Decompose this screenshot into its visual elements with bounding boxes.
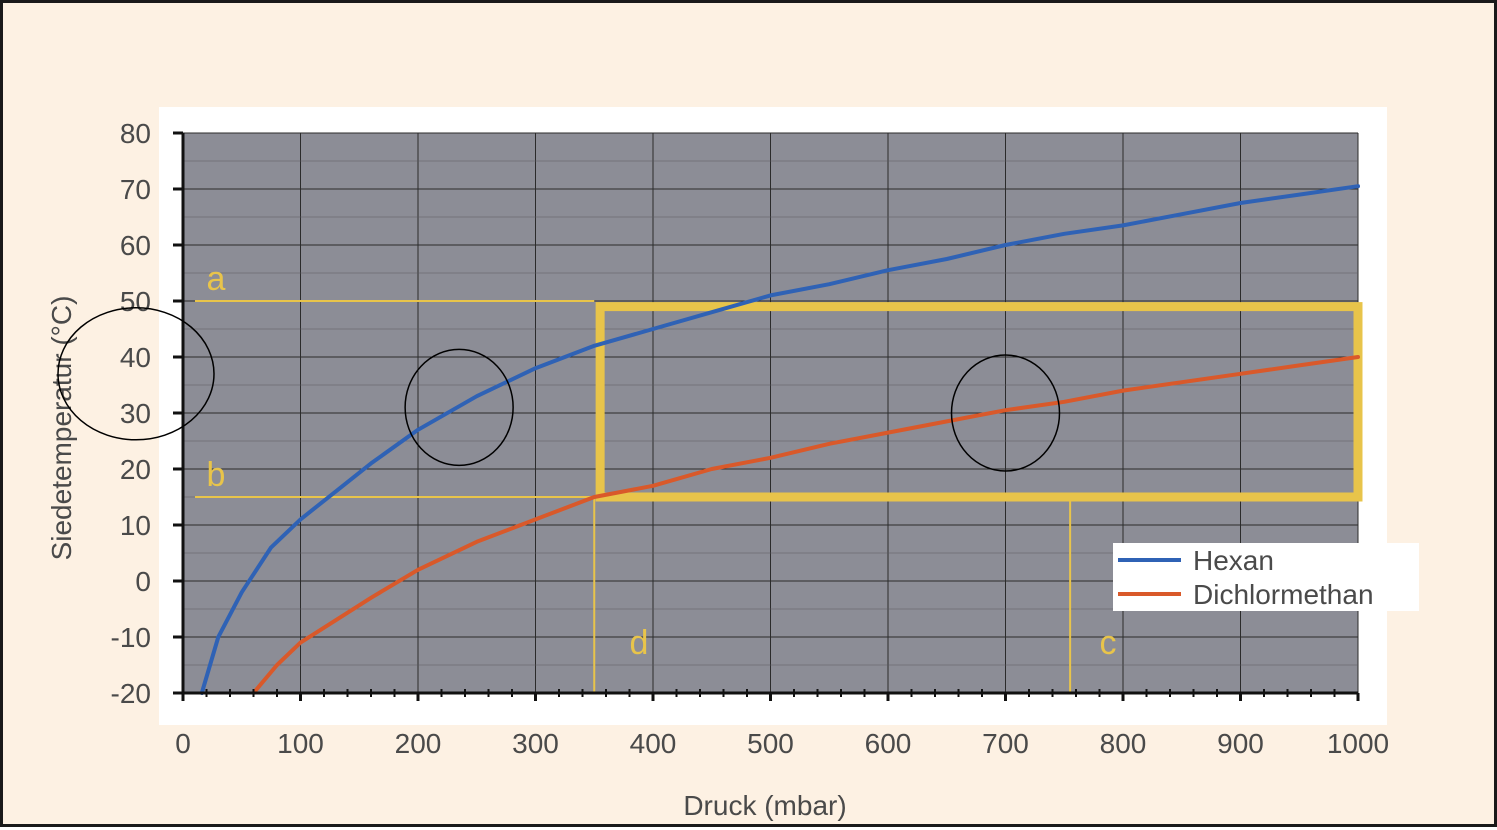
series [199,184,1360,695]
annotation-label-d: d [630,624,649,662]
y-tick-label: 20 [120,454,151,485]
highlight-circle [404,348,514,467]
highlight-circle [57,307,215,441]
annotations: a b d c [195,260,1363,693]
highlight-box [595,302,1363,502]
annotation-label-a: a [207,260,226,298]
y-tick-label: 50 [120,286,151,317]
annotation-label-c: c [1100,624,1117,662]
x-tick-label: 500 [747,728,794,759]
legend-label-hexan: Hexan [1193,545,1274,576]
y-tick-label: -10 [111,622,151,653]
highlight-circle [950,354,1061,472]
y-tick-label: 0 [135,566,151,597]
legend-box [1113,543,1419,611]
y-tick-label: -20 [111,678,151,709]
y-tick-label: 40 [120,342,151,373]
y-tick-label: 60 [120,230,151,261]
x-tick-label: 0 [175,728,191,759]
y-tick-label: 70 [120,174,151,205]
x-tick-label: 400 [630,728,677,759]
series-line-dichlormethan [251,355,1360,695]
x-tick-label: 900 [1217,728,1264,759]
y-axis-title: Siedetemperatur (°C) [46,296,77,561]
x-axis-title: Druck (mbar) [683,790,846,821]
y-tick-label: 80 [120,118,151,149]
x-tick-label: 700 [982,728,1029,759]
axes [173,131,1360,701]
x-tick-label: 100 [277,728,324,759]
legend: Hexan Dichlormethan [1113,543,1419,611]
x-tick-label: 800 [1100,728,1147,759]
x-tick-label: 600 [865,728,912,759]
x-tick-label: 200 [395,728,442,759]
series-line-hexan [199,184,1360,695]
y-tick-label: 30 [120,398,151,429]
x-tick-label: 1000 [1327,728,1389,759]
legend-label-dichlormethan: Dichlormethan [1193,579,1374,610]
x-tick-label: 300 [512,728,559,759]
annotation-label-b: b [207,456,226,494]
y-tick-label: 10 [120,510,151,541]
highlight-circles [57,307,1061,472]
